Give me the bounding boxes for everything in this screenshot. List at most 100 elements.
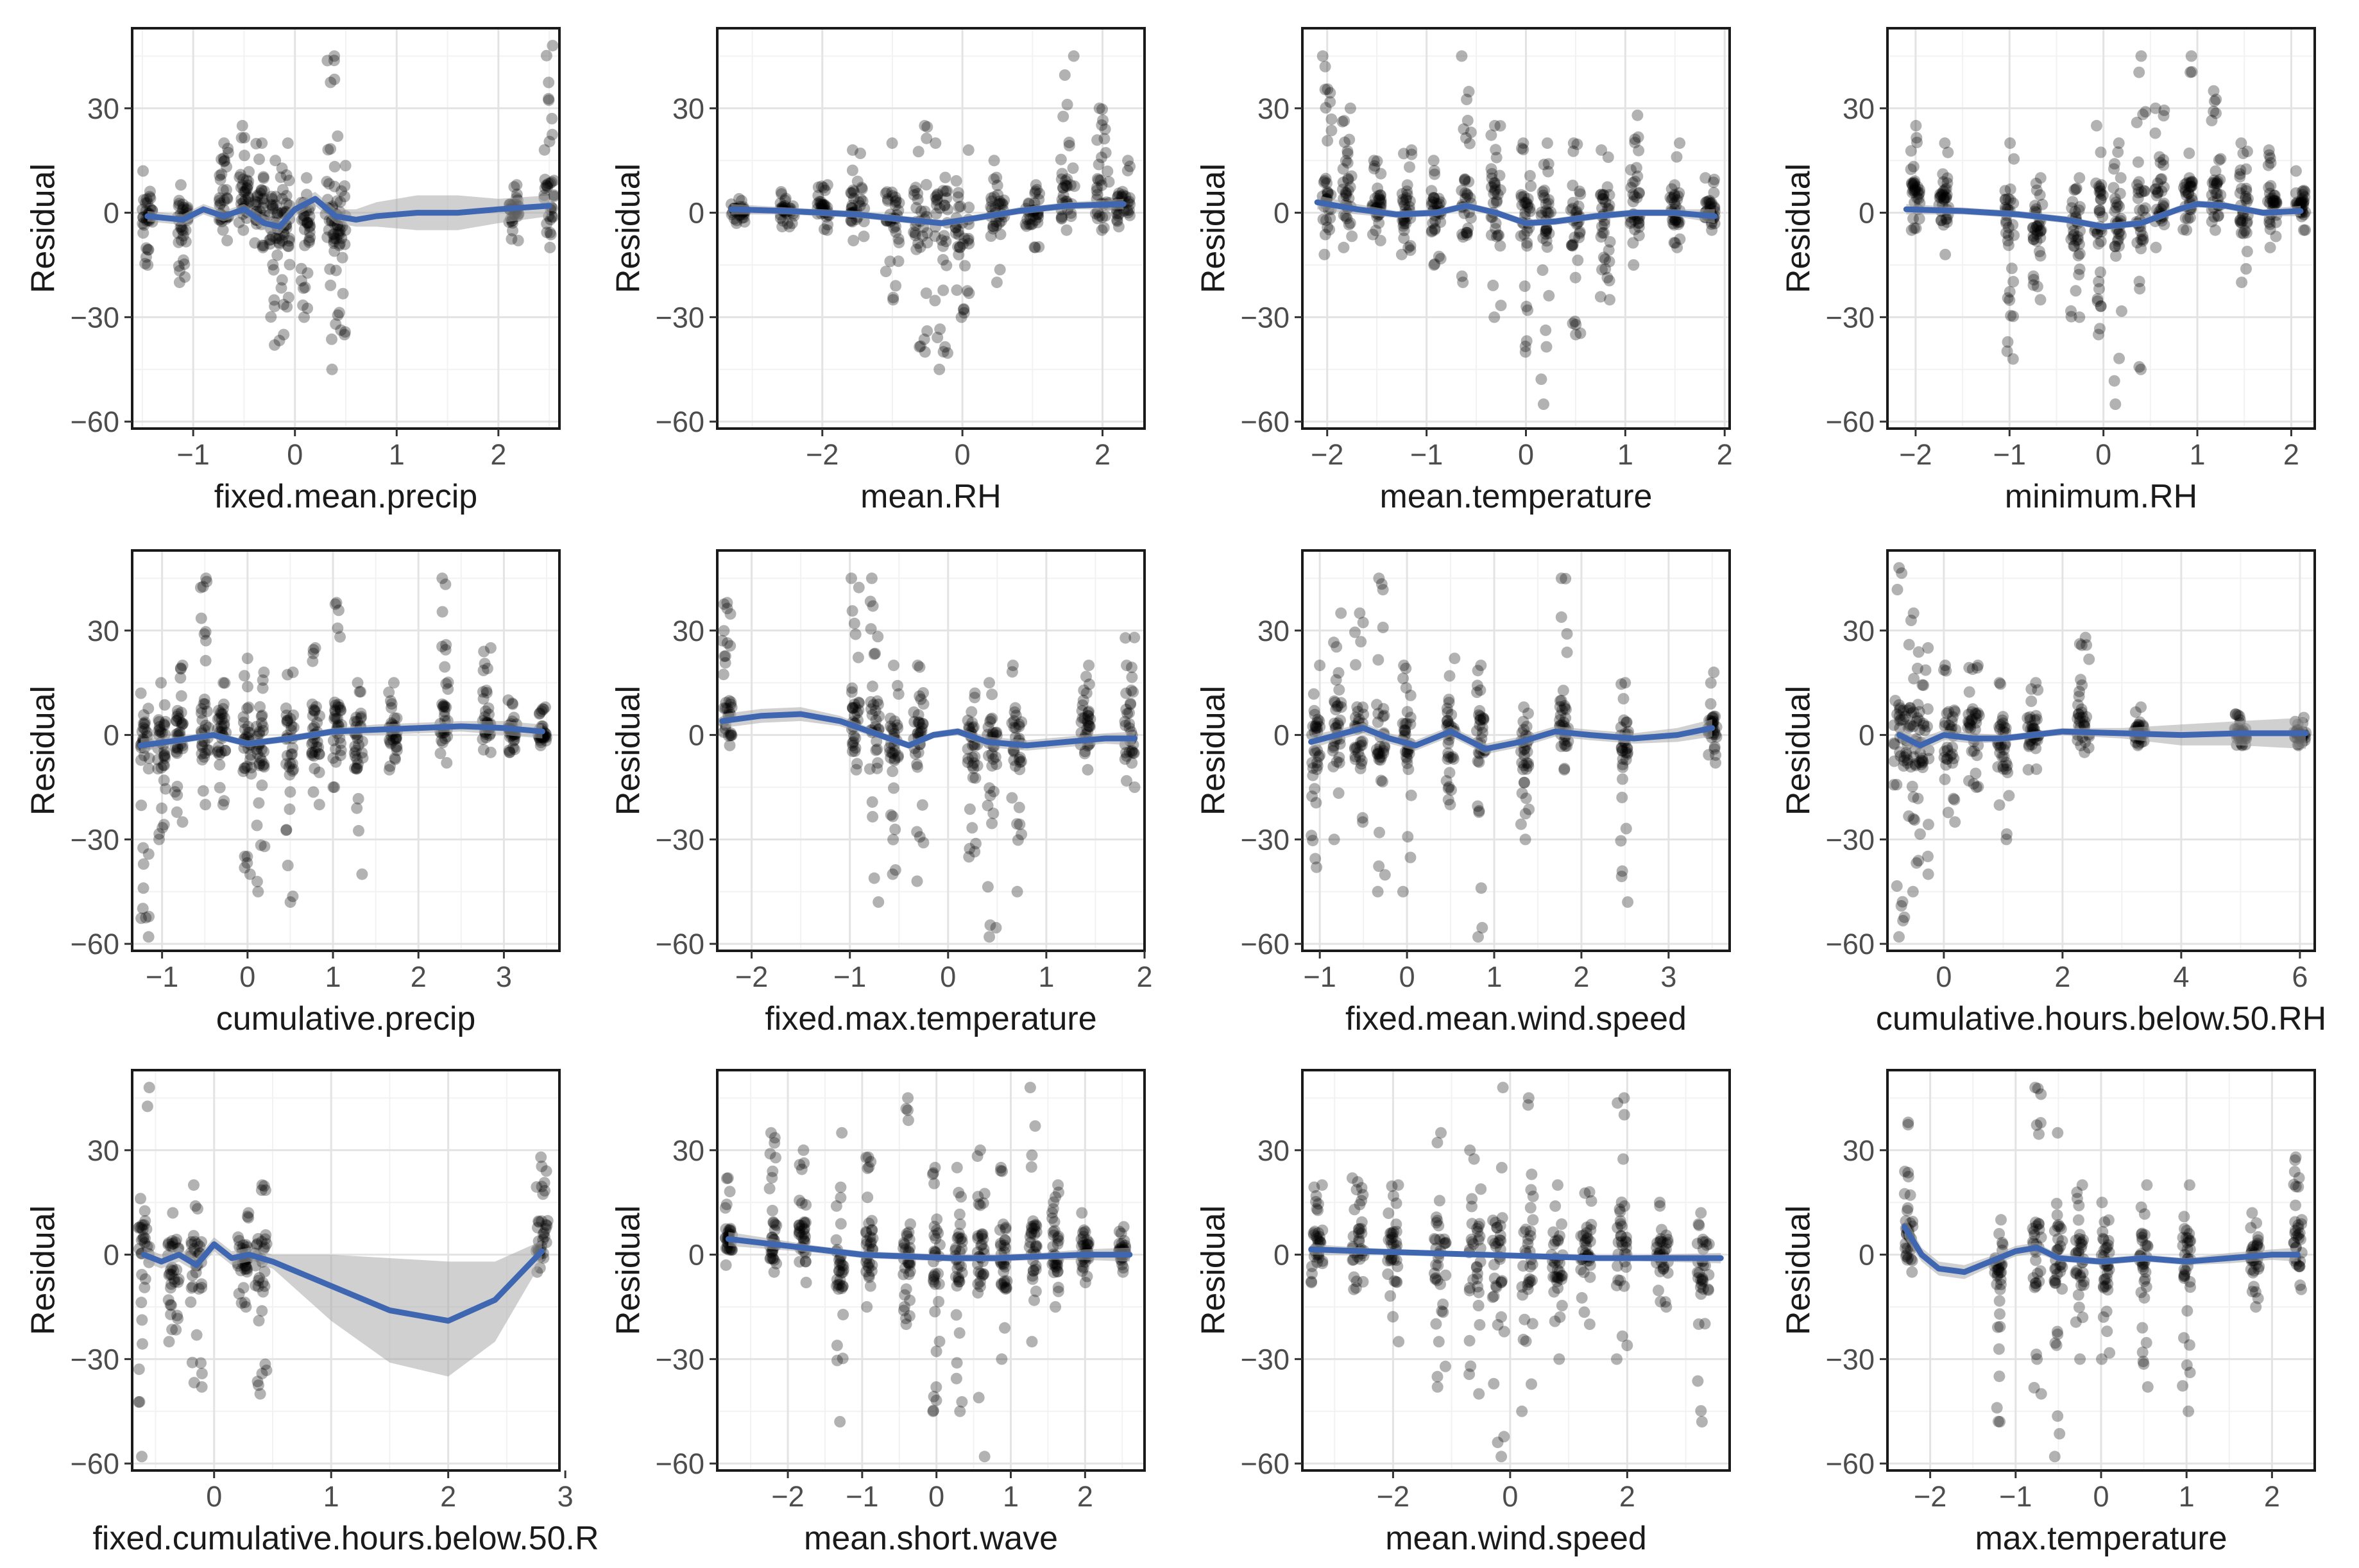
data-point [143, 910, 155, 923]
data-point [1458, 207, 1470, 219]
data-point [1970, 707, 1981, 719]
data-point [154, 724, 166, 736]
data-point [2072, 699, 2084, 711]
data-point [912, 660, 924, 672]
data-point [1314, 720, 1326, 733]
data-point [1404, 161, 1415, 173]
data-point [1599, 253, 1612, 266]
data-point [1494, 120, 1506, 132]
data-point [1662, 1236, 1674, 1248]
data-point [1616, 1220, 1628, 1232]
data-point [1327, 740, 1340, 752]
data-point [339, 180, 351, 192]
data-point [1494, 240, 1506, 252]
data-point [860, 1152, 873, 1164]
data-point [1490, 1281, 1503, 1293]
data-point [1911, 192, 1923, 204]
data-point [1340, 189, 1352, 201]
data-point [1894, 746, 1906, 758]
data-point [1518, 1226, 1530, 1238]
data-point [794, 1195, 806, 1207]
data-point [544, 214, 556, 226]
data-point [2034, 294, 2047, 306]
data-point [1498, 1431, 1510, 1443]
data-point [1405, 789, 1417, 801]
data-point [1518, 701, 1530, 713]
data-point [166, 1299, 177, 1311]
data-point [1893, 562, 1905, 574]
data-point [281, 301, 293, 313]
data-point [912, 761, 924, 773]
smooth-line [725, 1236, 1133, 1261]
data-point [214, 712, 226, 724]
data-point [1710, 757, 1721, 769]
data-point [1079, 746, 1091, 758]
data-point [2093, 207, 2106, 219]
data-point [1581, 1232, 1594, 1245]
data-point [887, 723, 899, 735]
data-point [1966, 713, 1978, 726]
data-point [2091, 295, 2104, 307]
data-point [197, 581, 209, 593]
data-point [952, 187, 964, 199]
data-point [2068, 240, 2080, 252]
data-point [1515, 746, 1527, 758]
data-point [1472, 1300, 1485, 1311]
data-point [1597, 193, 1609, 205]
data-point [2002, 292, 2014, 304]
data-point [240, 1301, 252, 1313]
data-point [2109, 205, 2121, 217]
data-point [541, 226, 553, 239]
data-point [917, 687, 929, 699]
data-point [939, 199, 951, 211]
data-point [212, 741, 225, 753]
data-point [1495, 1162, 1508, 1173]
data-point [1611, 1353, 1622, 1365]
panel-background [132, 550, 559, 951]
data-point [1524, 1202, 1537, 1214]
data-point [1030, 1285, 1042, 1297]
data-point [928, 1276, 940, 1288]
data-point [1662, 1267, 1674, 1279]
data-point [1096, 103, 1108, 115]
data-point [1615, 1218, 1627, 1230]
data-point [284, 786, 296, 798]
data-point [275, 171, 287, 183]
data-point [1627, 189, 1639, 200]
data-point [241, 703, 253, 715]
data-point [837, 1263, 849, 1275]
data-point [139, 1273, 151, 1285]
data-point [951, 284, 963, 296]
data-point [898, 1242, 909, 1254]
data-point [1540, 205, 1552, 217]
data-point [1113, 187, 1125, 200]
data-point [846, 702, 858, 714]
data-point [1999, 194, 2011, 205]
data-point [133, 1222, 144, 1234]
data-point [954, 241, 966, 253]
data-point [1437, 1299, 1449, 1310]
data-point [836, 1259, 848, 1271]
data-point [276, 192, 288, 205]
data-point [2237, 227, 2249, 239]
data-point [2113, 201, 2125, 212]
data-point [1434, 1233, 1446, 1245]
data-point [1898, 760, 1910, 772]
x-tick-label: 0 [1399, 960, 1415, 993]
data-point [1372, 748, 1383, 760]
data-point [984, 789, 996, 801]
data-point [1595, 189, 1607, 201]
data-point [1668, 237, 1680, 249]
data-point [777, 215, 789, 227]
data-point [954, 1405, 966, 1417]
data-point [252, 1281, 264, 1293]
data-point [233, 216, 245, 228]
data-point [1355, 636, 1367, 648]
data-point [158, 749, 171, 761]
data-point [1385, 1253, 1397, 1265]
data-point [198, 698, 210, 710]
data-point [172, 743, 183, 754]
data-point [384, 734, 396, 746]
data-point [1705, 677, 1717, 689]
data-point [1934, 192, 1946, 203]
